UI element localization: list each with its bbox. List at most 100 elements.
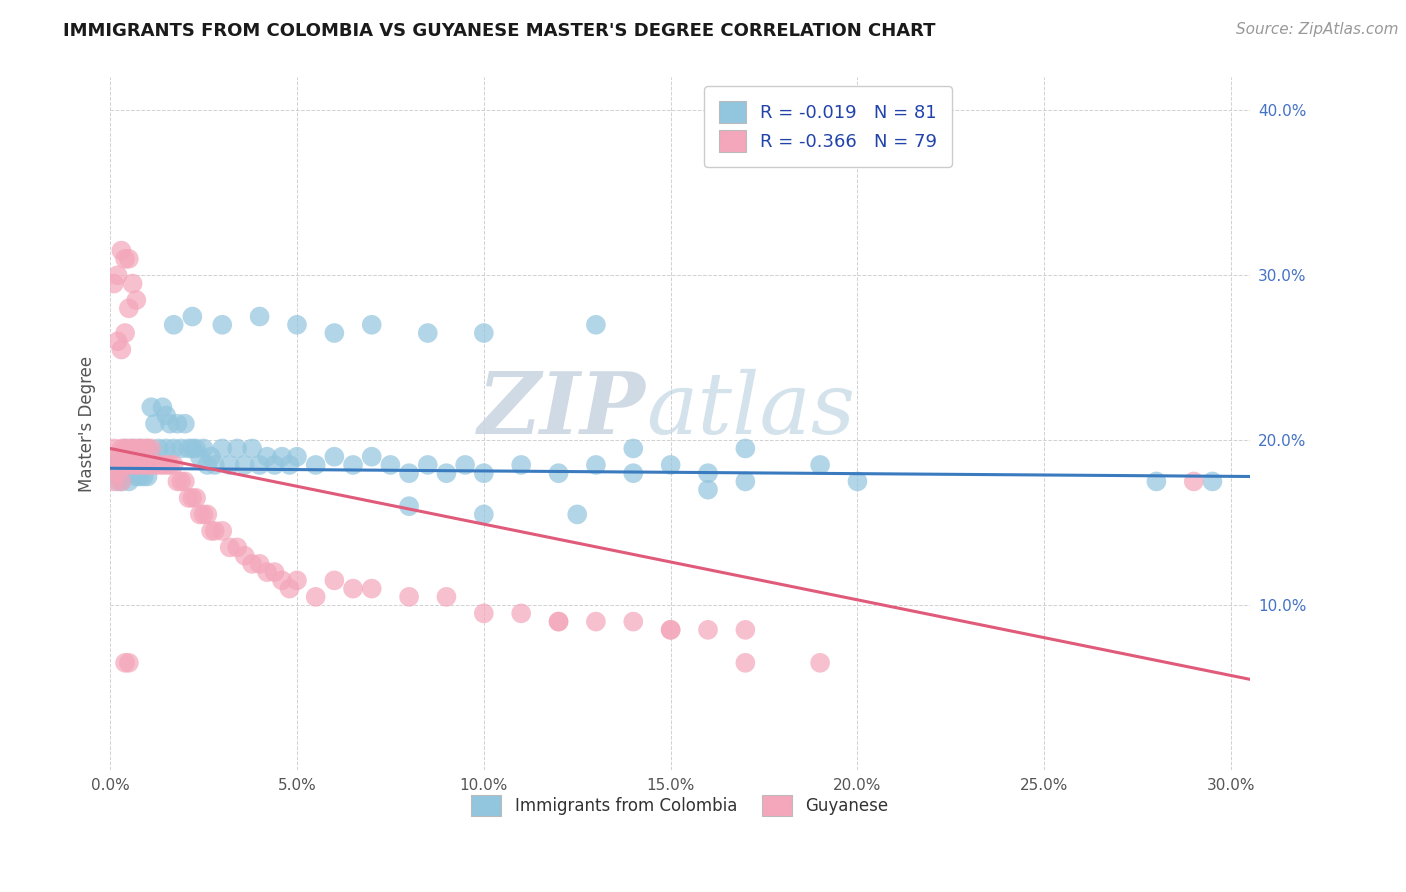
Point [188,450,211,464]
Point [360,450,382,464]
Point [1182,475,1205,489]
Point [170,442,193,456]
Point [103,458,125,472]
Point [129,469,152,483]
Point [121,442,143,456]
Point [305,590,328,604]
Point [118,301,141,316]
Point [436,466,458,480]
Point [114,326,136,340]
Point [621,615,644,629]
Point [342,582,364,596]
Point [118,475,141,489]
Point [734,656,756,670]
Point [567,508,589,522]
Point [547,615,569,629]
Point [233,549,256,563]
Point [585,318,607,332]
Point [121,277,143,291]
Point [416,458,439,472]
Point [110,442,132,456]
Point [204,458,226,472]
Point [510,458,533,472]
Point [226,541,249,555]
Point [110,244,132,258]
Point [697,466,720,480]
Point [472,326,495,340]
Text: atlas: atlas [645,368,855,451]
Point [734,475,756,489]
Point [285,574,308,588]
Point [1201,475,1223,489]
Point [218,458,240,472]
Point [163,458,186,472]
Point [697,483,720,497]
Point [285,450,308,464]
Point [211,442,233,456]
Point [454,458,477,472]
Point [125,458,148,472]
Point [121,466,143,480]
Point [166,417,188,431]
Point [114,656,136,670]
Point [177,442,200,456]
Point [166,475,188,489]
Point [103,475,125,489]
Point [121,442,143,456]
Point [110,475,132,489]
Point [107,268,129,283]
Point [1144,475,1167,489]
Point [125,469,148,483]
Point [132,450,155,464]
Point [305,458,328,472]
Point [416,326,439,340]
Point [585,458,607,472]
Point [110,458,132,472]
Point [398,590,420,604]
Point [360,582,382,596]
Point [323,574,346,588]
Point [181,442,204,456]
Point [152,458,174,472]
Point [398,466,420,480]
Point [323,326,346,340]
Point [125,450,148,464]
Point [436,590,458,604]
Point [129,458,152,472]
Point [285,318,308,332]
Point [193,442,215,456]
Point [249,310,271,324]
Point [163,318,186,332]
Point [184,442,207,456]
Point [697,623,720,637]
Point [263,458,285,472]
Point [226,442,249,456]
Point [148,442,170,456]
Point [152,401,174,415]
Point [659,623,682,637]
Text: IMMIGRANTS FROM COLOMBIA VS GUYANESE MASTER'S DEGREE CORRELATION CHART: IMMIGRANTS FROM COLOMBIA VS GUYANESE MAS… [63,22,936,40]
Point [472,508,495,522]
Point [271,574,294,588]
Point [132,442,155,456]
Point [256,565,278,579]
Point [114,442,136,456]
Point [621,442,644,456]
Point [136,458,159,472]
Point [143,417,166,431]
Point [107,450,129,464]
Point [170,475,193,489]
Point [155,458,177,472]
Point [107,450,129,464]
Point [163,442,186,456]
Point [114,442,136,456]
Point [103,277,125,291]
Text: Source: ZipAtlas.com: Source: ZipAtlas.com [1236,22,1399,37]
Point [107,334,129,349]
Point [278,458,301,472]
Point [141,401,163,415]
Point [271,450,294,464]
Y-axis label: Master's Degree: Master's Degree [79,356,96,491]
Point [141,450,163,464]
Point [240,442,263,456]
